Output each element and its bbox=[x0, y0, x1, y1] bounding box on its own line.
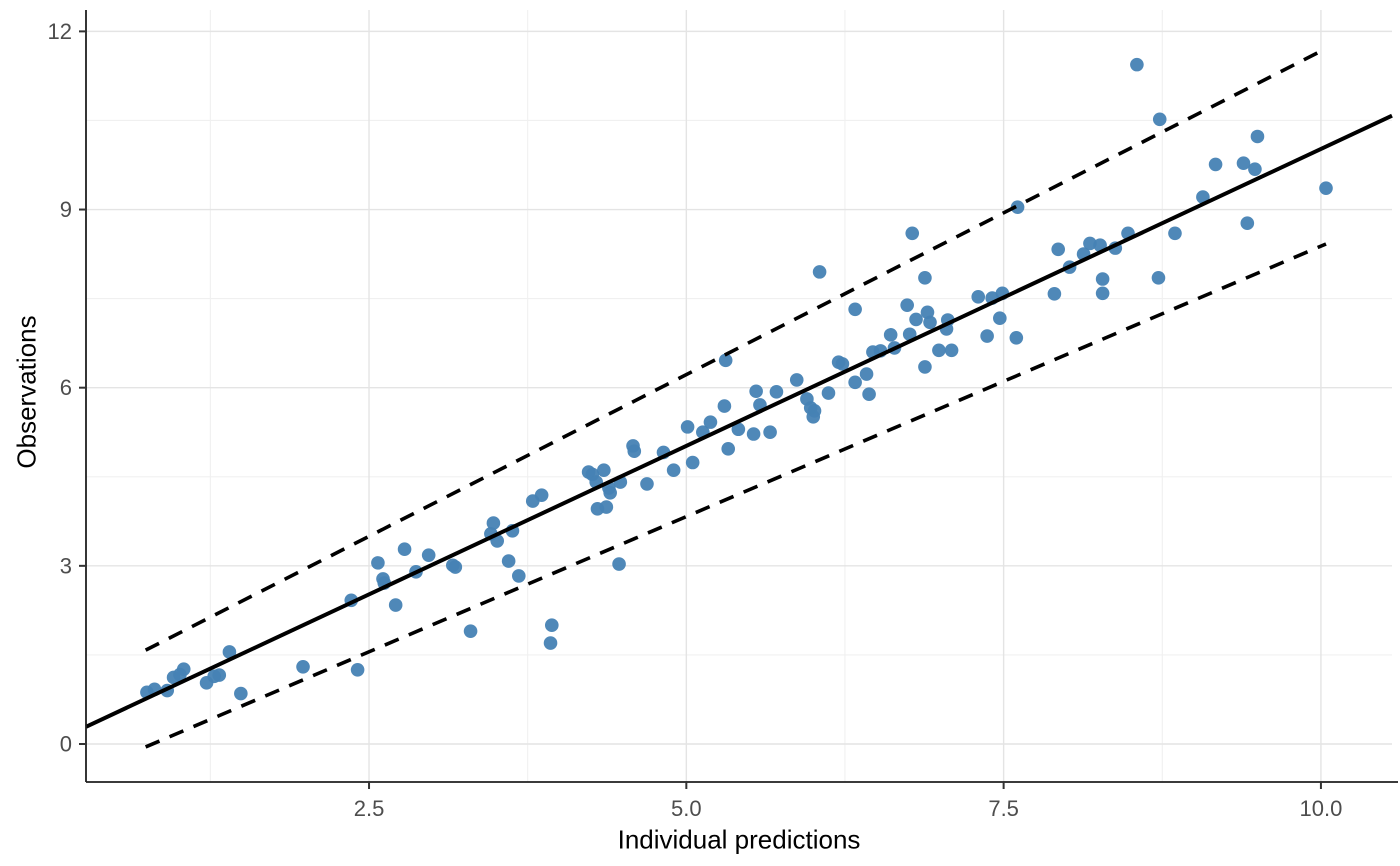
data-point bbox=[1151, 271, 1166, 285]
data-point bbox=[388, 598, 403, 612]
data-point bbox=[980, 329, 994, 343]
data-point bbox=[883, 328, 898, 342]
data-point bbox=[1168, 226, 1182, 241]
identity-line bbox=[85, 113, 1393, 729]
data-point bbox=[448, 560, 463, 574]
data-point bbox=[176, 662, 191, 676]
data-point bbox=[717, 399, 732, 413]
data-point bbox=[1083, 236, 1097, 251]
data-point bbox=[397, 542, 412, 557]
data-point bbox=[612, 557, 626, 571]
data-point bbox=[222, 645, 237, 659]
data-point bbox=[862, 387, 876, 402]
data-point bbox=[918, 360, 932, 374]
y-tick-label: 12 bbox=[48, 19, 72, 44]
data-point bbox=[1236, 156, 1251, 171]
data-point bbox=[350, 662, 365, 677]
data-point bbox=[640, 477, 654, 491]
data-point bbox=[859, 367, 874, 381]
interval-line-upper-bound bbox=[144, 47, 1326, 652]
data-point bbox=[789, 373, 804, 387]
data-point bbox=[1319, 181, 1333, 195]
data-point bbox=[835, 357, 850, 371]
data-point bbox=[463, 624, 478, 638]
data-point bbox=[848, 375, 862, 390]
data-point bbox=[486, 516, 501, 530]
data-point bbox=[763, 425, 777, 440]
data-point bbox=[1047, 287, 1062, 301]
data-point bbox=[821, 386, 836, 400]
y-tick-label: 9 bbox=[60, 197, 72, 222]
x-tick-label: 5.0 bbox=[671, 796, 702, 821]
data-point bbox=[900, 298, 914, 312]
data-point bbox=[918, 271, 932, 285]
data-point bbox=[769, 385, 784, 399]
data-point bbox=[296, 659, 310, 674]
y-axis-title: Observations bbox=[11, 315, 42, 469]
data-point bbox=[848, 302, 862, 317]
data-point bbox=[501, 554, 516, 568]
data-point bbox=[680, 420, 695, 434]
data-point bbox=[721, 442, 736, 456]
data-point bbox=[234, 686, 248, 701]
data-point bbox=[905, 226, 920, 241]
data-point bbox=[597, 463, 611, 478]
data-point bbox=[746, 427, 761, 441]
x-tick-label: 2.5 bbox=[354, 796, 385, 821]
data-point bbox=[718, 353, 733, 368]
data-point bbox=[749, 384, 763, 399]
data-point bbox=[1051, 242, 1066, 257]
x-tick-label: 7.5 bbox=[988, 796, 1019, 821]
data-point bbox=[923, 315, 937, 330]
data-point bbox=[371, 556, 385, 570]
data-point bbox=[1130, 57, 1144, 72]
data-point bbox=[544, 618, 559, 633]
data-point bbox=[1010, 200, 1025, 214]
data-point bbox=[421, 548, 436, 562]
data-point bbox=[812, 265, 827, 279]
data-point bbox=[1095, 286, 1110, 301]
data-point bbox=[944, 343, 959, 358]
data-point bbox=[511, 569, 526, 583]
data-point bbox=[932, 343, 946, 358]
data-point bbox=[666, 463, 681, 478]
x-tick-label: 10.0 bbox=[1300, 796, 1343, 821]
data-point bbox=[731, 422, 746, 437]
data-point bbox=[1248, 162, 1262, 176]
x-axis-title: Individual predictions bbox=[617, 824, 861, 855]
data-point bbox=[807, 404, 822, 418]
data-point bbox=[703, 415, 718, 429]
y-tick-label: 6 bbox=[60, 375, 72, 400]
data-point bbox=[603, 485, 617, 500]
data-point bbox=[627, 444, 642, 459]
y-tick-label: 0 bbox=[60, 731, 72, 756]
y-tick-label: 3 bbox=[60, 553, 72, 578]
data-point bbox=[1250, 129, 1265, 144]
data-point bbox=[971, 290, 986, 304]
data-point bbox=[993, 311, 1007, 326]
data-point bbox=[599, 500, 614, 514]
data-point bbox=[534, 488, 549, 502]
data-point bbox=[543, 636, 558, 650]
data-point bbox=[1208, 157, 1223, 172]
data-point bbox=[909, 312, 923, 327]
data-point bbox=[685, 455, 700, 470]
interval-line-lower-bound bbox=[144, 242, 1327, 749]
data-point bbox=[212, 668, 227, 682]
data-point bbox=[1240, 216, 1255, 230]
data-point bbox=[1009, 331, 1024, 345]
data-point bbox=[1095, 272, 1110, 286]
data-point bbox=[1152, 112, 1167, 127]
